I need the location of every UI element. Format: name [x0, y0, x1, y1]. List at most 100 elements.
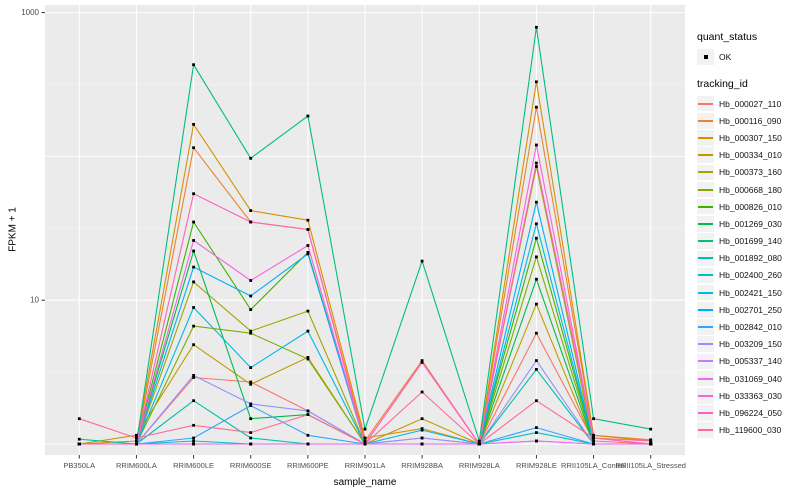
legend-line-swatch: [697, 164, 714, 181]
legend-line-swatch: [697, 95, 714, 112]
series-color-line-icon: [698, 154, 713, 157]
legend-panel: quant_status OK tracking_id Hb_000027_11…: [697, 31, 797, 439]
data-point: [192, 192, 195, 196]
series-color-line-icon: [698, 326, 713, 329]
data-point: [306, 114, 310, 118]
legend-entry-label: Hb_031069_040: [719, 373, 782, 384]
series-color-line-icon: [698, 429, 713, 432]
data-point: [535, 277, 538, 281]
legend-entry-label: Hb_005337_140: [719, 356, 782, 367]
data-point: [249, 209, 253, 212]
ok-point-key: [697, 48, 714, 65]
data-point: [363, 436, 367, 440]
legend-entry-label: Hb_000668_180: [719, 184, 782, 195]
data-point: [363, 439, 367, 443]
legend-entry-label: Hb_003209_150: [719, 339, 782, 350]
data-point: [535, 161, 538, 165]
data-point: [535, 143, 538, 147]
legend-line-swatch: [697, 370, 714, 387]
x-tick-label: RRII105LA_Control: [561, 461, 626, 470]
series-color-line-icon: [698, 257, 713, 260]
legend-line-swatch: [697, 336, 714, 352]
legend-entry-Hb_001269_030: Hb_001269_030: [697, 215, 797, 232]
legend-entry-Hb_003209_150: Hb_003209_150: [697, 336, 797, 353]
legend-entry-label: Hb_000334_010: [719, 150, 782, 161]
legend-entry-Hb_005337_140: Hb_005337_140: [697, 353, 797, 370]
data-point: [135, 442, 138, 446]
data-point: [535, 80, 538, 84]
legend-entry-label: Hb_033363_030: [719, 390, 782, 401]
data-point: [306, 413, 310, 416]
x-tick-label: RRIM600LE: [173, 461, 214, 470]
data-point: [306, 329, 310, 333]
legend-line-swatch: [697, 233, 714, 249]
data-point: [535, 399, 538, 403]
legend-line-swatch: [697, 422, 714, 438]
legend-line-swatch: [697, 388, 714, 404]
data-point: [192, 146, 195, 150]
legend-entry-label: Hb_002842_010: [719, 322, 782, 333]
series-color-line-icon: [698, 102, 713, 105]
data-point: [592, 433, 595, 437]
series-color-line-icon: [698, 411, 713, 414]
data-point: [135, 439, 138, 443]
legend-entry-Hb_002701_250: Hb_002701_250: [697, 301, 797, 318]
legend-entry-Hb_001699_140: Hb_001699_140: [697, 233, 797, 250]
data-point: [249, 308, 253, 311]
legend-line-swatch: [697, 405, 714, 421]
legend-entry-label: Hb_096224_050: [719, 407, 782, 418]
series-color-line-icon: [698, 308, 713, 311]
x-tick-label: RRIM600SE: [230, 461, 272, 470]
data-point: [249, 366, 253, 369]
legend-line-swatch: [697, 302, 714, 318]
y-tick-label: 10: [30, 296, 39, 305]
legend-entry-label: Hb_119600_030: [719, 425, 782, 436]
series-color-line-icon: [698, 240, 713, 243]
data-point: [192, 374, 195, 377]
data-point: [477, 439, 481, 443]
data-point: [135, 436, 138, 440]
y-axis-title: FPKM + 1: [7, 207, 19, 252]
series-color-line-icon: [698, 291, 713, 294]
data-point: [192, 376, 195, 379]
data-point: [192, 220, 195, 224]
data-point: [649, 439, 653, 443]
legend-entry-Hb_000027_110: Hb_000027_110: [697, 95, 797, 112]
data-point: [249, 331, 253, 335]
data-point: [535, 236, 538, 240]
data-point: [192, 280, 195, 284]
data-point: [420, 428, 424, 432]
legend-entry-label: Hb_000826_010: [719, 201, 782, 212]
legend-spacer: [697, 67, 797, 78]
data-point: [306, 218, 310, 222]
data-point: [249, 279, 253, 282]
legend-entry-Hb_002842_010: Hb_002842_010: [697, 318, 797, 335]
legend-entry-label: Hb_001269_030: [719, 218, 782, 229]
legend-entry-Hb_119600_030: Hb_119600_030: [697, 422, 797, 439]
x-tick-label: PB350LA: [63, 461, 95, 470]
data-point: [77, 417, 81, 421]
data-point: [306, 251, 310, 254]
data-point: [420, 390, 424, 394]
data-point: [192, 63, 195, 67]
data-point: [535, 439, 538, 443]
x-tick-label: RRIM901LA: [345, 461, 386, 470]
data-point: [535, 255, 538, 259]
data-point: [649, 427, 653, 431]
series-color-line-icon: [698, 394, 713, 397]
data-point: [420, 359, 424, 362]
legend-line-swatch: [697, 319, 714, 335]
legend-line-swatch: [697, 216, 714, 232]
data-point: [192, 399, 195, 403]
data-point: [192, 442, 195, 446]
data-point: [535, 25, 538, 29]
data-point: [306, 244, 310, 247]
data-point: [535, 302, 538, 306]
series-color-line-icon: [698, 119, 713, 122]
data-point: [420, 417, 424, 421]
data-point: [592, 436, 595, 440]
legend-line-swatch: [697, 198, 714, 215]
data-point: [77, 442, 81, 446]
data-point: [249, 294, 253, 298]
